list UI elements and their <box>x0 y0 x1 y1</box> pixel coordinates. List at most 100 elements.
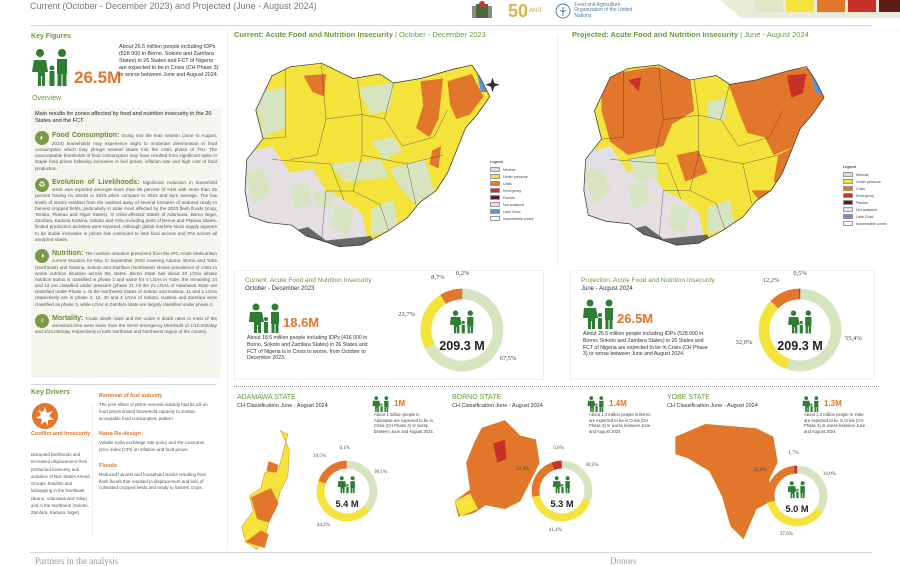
donut-percent-phase-1: 36,1% <box>374 470 387 475</box>
food-consumption-icon: ◐ <box>35 131 49 145</box>
overview-nutrition: ◑Nutrition: The nutrition situation pres… <box>35 249 217 308</box>
donut-percent-phase-1: 67,5% <box>500 355 517 362</box>
family-icon <box>449 310 476 333</box>
legend-item: Minimal <box>490 167 533 172</box>
state-value: 1.3M <box>824 399 842 408</box>
legend-item: Lake Chad <box>490 209 533 214</box>
legend-item: Inaccessible zones <box>843 221 886 226</box>
donut-percent-phase-4: 0,1% <box>339 446 349 451</box>
current-summary-value: 18.6M <box>283 315 319 330</box>
legend-label: Inaccessible zones <box>856 222 886 226</box>
donut-percent-phase-3: 19,5% <box>313 454 326 459</box>
state-classification-period: CH Classification June - August 2024 <box>667 403 758 409</box>
donut-percent-phase-1: 55,4% <box>845 335 862 342</box>
state-value: 1M <box>394 399 405 408</box>
donut-percent-phase-4: 0,5% <box>793 270 807 277</box>
partners-label: Partners in the analysis <box>35 556 118 566</box>
section-text: Significant reduction in household stock… <box>35 180 217 242</box>
projected-nigeria-map <box>575 44 840 266</box>
phase-swatch-3 <box>817 0 845 12</box>
nigeria-coat-of-arms-logo <box>470 0 494 22</box>
family-icon <box>372 396 390 412</box>
legend-label: Under pressure <box>503 175 528 179</box>
legend-swatch <box>843 186 853 191</box>
legend-swatch <box>843 193 853 198</box>
section-text: The nutrition situation presumed from th… <box>35 251 217 307</box>
legend-item: Crisis <box>843 186 886 191</box>
legend-title: Legend <box>843 165 886 169</box>
family-icon <box>787 310 814 333</box>
current-summary-text: About 18.6 million people including IDPs… <box>247 335 377 362</box>
column-divider <box>227 30 228 550</box>
legend-swatch <box>843 179 853 184</box>
projected-summary-title: Projection: Acute Food and Nutrition Ins… <box>581 277 715 284</box>
legend-item: Under pressure <box>490 174 533 179</box>
legend-label: Minimal <box>503 168 515 172</box>
livelihoods-icon: ♻ <box>35 178 49 192</box>
phase-swatch-5 <box>879 0 900 12</box>
state-name: YOBE STATE <box>667 394 710 401</box>
legend-swatch <box>490 195 500 200</box>
section-title: Food Consumption: <box>52 132 119 139</box>
state-classification-period: CH Classification June - August 2024 <box>237 403 328 409</box>
legend-item: Emergency <box>490 188 533 193</box>
donut-total: 209.3 M <box>417 339 507 353</box>
phase-swatch-1 <box>755 0 783 12</box>
donors-label: Donors <box>610 556 637 566</box>
state-panel-yobe: YOBE STATE CH Classification June - Augu… <box>664 390 874 550</box>
legend-swatch <box>490 209 500 214</box>
state-classification-period: CH Classification June - August 2024 <box>452 403 543 409</box>
donut-percent-phase-4: 1,7% <box>788 451 798 456</box>
driver-text: Volatile naira exchange rate policy and … <box>99 440 214 454</box>
family-icon <box>587 396 605 412</box>
section-title: Evolution of Livelihoods: <box>52 179 139 186</box>
donut-percent-phase-4: 5,6% <box>553 446 563 451</box>
projected-summary-panel: Projection: Acute Food and Nutrition Ins… <box>570 270 875 380</box>
map-divider <box>557 35 558 265</box>
current-summary-panel: Current: Acute Food and Nutrition Insecu… <box>234 270 544 380</box>
legend-label: Under pressure <box>856 180 881 184</box>
donut-total: 5.3 M <box>529 499 595 509</box>
family-icon <box>802 396 820 412</box>
legend-label: Not analysed <box>503 203 524 207</box>
donut-percent-phase-2: 37,6% <box>780 532 793 537</box>
state-text: About 1 million people in Adamawa are ex… <box>374 412 436 435</box>
mortality-icon: ♀ <box>35 314 49 328</box>
legend-label: Not analysed <box>856 208 877 212</box>
legend-label: Crisis <box>856 187 865 191</box>
footer-divider <box>30 552 872 553</box>
legend-item: Famine <box>490 195 533 200</box>
legend-item: Not analysed <box>843 207 886 212</box>
family-icon <box>249 303 281 333</box>
donut-percent-phase-2: 32,0% <box>736 339 753 346</box>
legend-item: Famine <box>843 200 886 205</box>
legend-item: Lake Chad <box>843 214 886 219</box>
state-name: ADAMAWA STATE <box>237 394 296 401</box>
projected-summary-value: 26.5M <box>617 311 653 326</box>
donut-center: 5.3 M <box>529 476 595 508</box>
donut-percent-phase-3: 12,2% <box>763 277 780 284</box>
legend-label: Emergency <box>856 194 874 198</box>
key-figures-title: Key Figures <box>31 33 71 40</box>
current-summary-title: Current: Acute Food and Nutrition Insecu… <box>245 277 371 284</box>
donut-percent-phase-3: 8,7% <box>431 274 445 281</box>
current-map-title: Current: Acute Food and Nutrition Insecu… <box>234 30 486 39</box>
donut-percent-phase-2: 23,7% <box>398 311 415 318</box>
drivers-column-divider <box>92 405 93 535</box>
donut-total: 5.0 M <box>764 504 830 514</box>
state-value: 1.4M <box>609 399 627 408</box>
legend-label: Crisis <box>503 182 512 186</box>
legend-swatch <box>843 200 853 205</box>
projected-map-title: Projected: Acute Food and Nutrition Inse… <box>572 30 809 39</box>
header-divider <box>30 25 872 26</box>
legend-label: Lake Chad <box>503 210 520 214</box>
conflict-icon <box>31 402 59 430</box>
section-title: Nutrition: <box>52 250 84 257</box>
